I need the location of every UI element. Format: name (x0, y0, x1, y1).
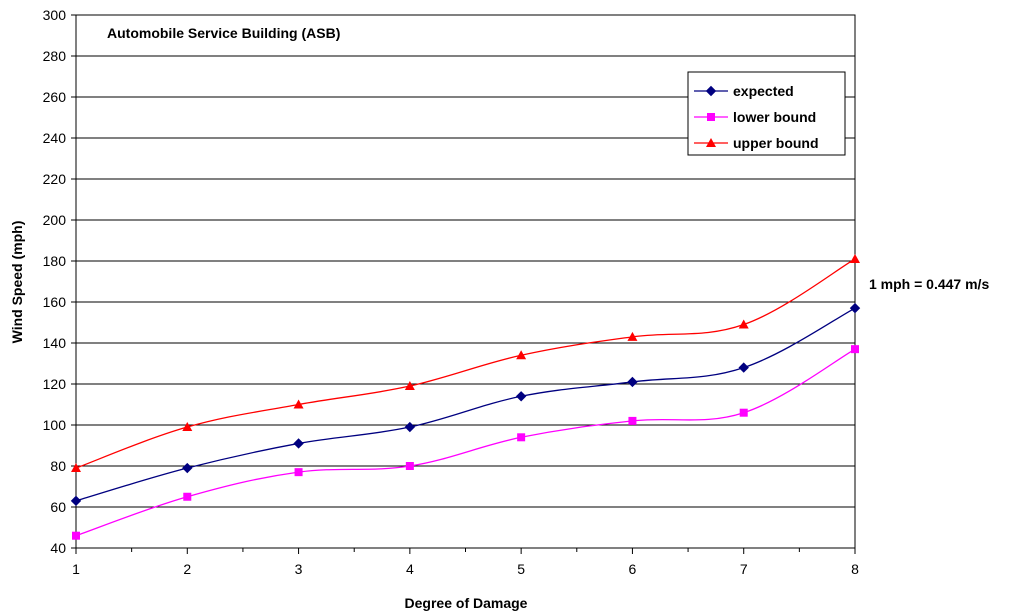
legend-marker-lower-bound (707, 113, 715, 121)
point-expected-4 (404, 421, 416, 433)
legend-marker-upper-bound (706, 138, 716, 147)
legend: expected lower bound upper bound (687, 71, 846, 156)
point-expected-1 (70, 495, 82, 507)
y-tick-label-220: 220 (43, 171, 67, 187)
point-lower-bound-5 (517, 433, 526, 442)
y-tick-label-60: 60 (50, 499, 66, 515)
y-tick-label-260: 260 (43, 89, 67, 105)
series-layer (70, 253, 861, 540)
y-axis-ticks: 40 60 80 100 120 140 160 180 200 220 240 260 280 300 (43, 7, 76, 556)
x-axis-ticks: 1 2 3 4 5 6 7 8 (72, 548, 859, 577)
legend-label-lower-bound: lower bound (733, 109, 816, 125)
point-upper-bound-1 (71, 463, 81, 473)
y-axis-title: Wind Speed (mph) (9, 221, 25, 344)
chart-title: Automobile Service Building (ASB) (107, 25, 340, 41)
y-tick-label-180: 180 (43, 253, 67, 269)
x-tick-label-3: 3 (295, 561, 303, 577)
point-upper-bound-3 (293, 399, 304, 409)
y-tick-label-280: 280 (43, 48, 67, 64)
point-expected-3 (293, 438, 304, 449)
point-lower-bound-7 (739, 408, 748, 417)
y-tick-label-140: 140 (43, 335, 67, 351)
point-upper-bound-7 (738, 319, 749, 329)
point-lower-bound-4 (405, 462, 414, 470)
x-tick-label-4: 4 (406, 561, 414, 577)
point-upper-bound-4 (404, 381, 415, 391)
series-line-expected (75, 307, 856, 502)
legend-label-upper-bound: upper bound (733, 135, 819, 151)
point-lower-bound-6 (628, 416, 637, 425)
y-tick-label-80: 80 (50, 458, 66, 474)
point-upper-bound-5 (516, 350, 527, 360)
x-tick-label-6: 6 (629, 561, 637, 577)
point-expected-6 (627, 376, 638, 388)
y-tick-label-160: 160 (43, 294, 67, 310)
y-tick-label-240: 240 (43, 130, 67, 146)
y-tick-label-300: 300 (43, 7, 67, 23)
y-tick-label-100: 100 (43, 417, 67, 433)
x-tick-label-1: 1 (72, 561, 80, 577)
point-lower-bound-3 (294, 468, 303, 477)
series-line-upper-bound (75, 258, 856, 469)
y-tick-label-40: 40 (50, 540, 66, 556)
unit-conversion-note: 1 mph = 0.447 m/s (869, 276, 989, 292)
x-tick-label-2: 2 (183, 561, 191, 577)
x-tick-label-8: 8 (851, 561, 859, 577)
point-lower-bound-1 (72, 531, 80, 540)
y-tick-label-120: 120 (43, 376, 67, 392)
x-minor-ticks (131, 548, 800, 552)
x-axis-title: Degree of Damage (405, 595, 528, 611)
point-expected-5 (515, 391, 527, 402)
x-tick-label-7: 7 (740, 561, 748, 577)
point-lower-bound-8 (851, 345, 859, 354)
point-expected-2 (182, 462, 193, 474)
series-line-lower-bound (75, 348, 856, 537)
point-expected-7 (738, 362, 749, 373)
point-upper-bound-8 (850, 253, 860, 263)
y-tick-label-200: 200 (43, 212, 67, 228)
legend-label-expected: expected (733, 83, 794, 99)
point-upper-bound-2 (182, 422, 193, 432)
legend-marker-expected (705, 85, 717, 97)
point-expected-8 (849, 302, 861, 314)
point-lower-bound-2 (183, 492, 192, 501)
point-upper-bound-6 (627, 331, 638, 341)
x-tick-label-5: 5 (517, 561, 525, 577)
